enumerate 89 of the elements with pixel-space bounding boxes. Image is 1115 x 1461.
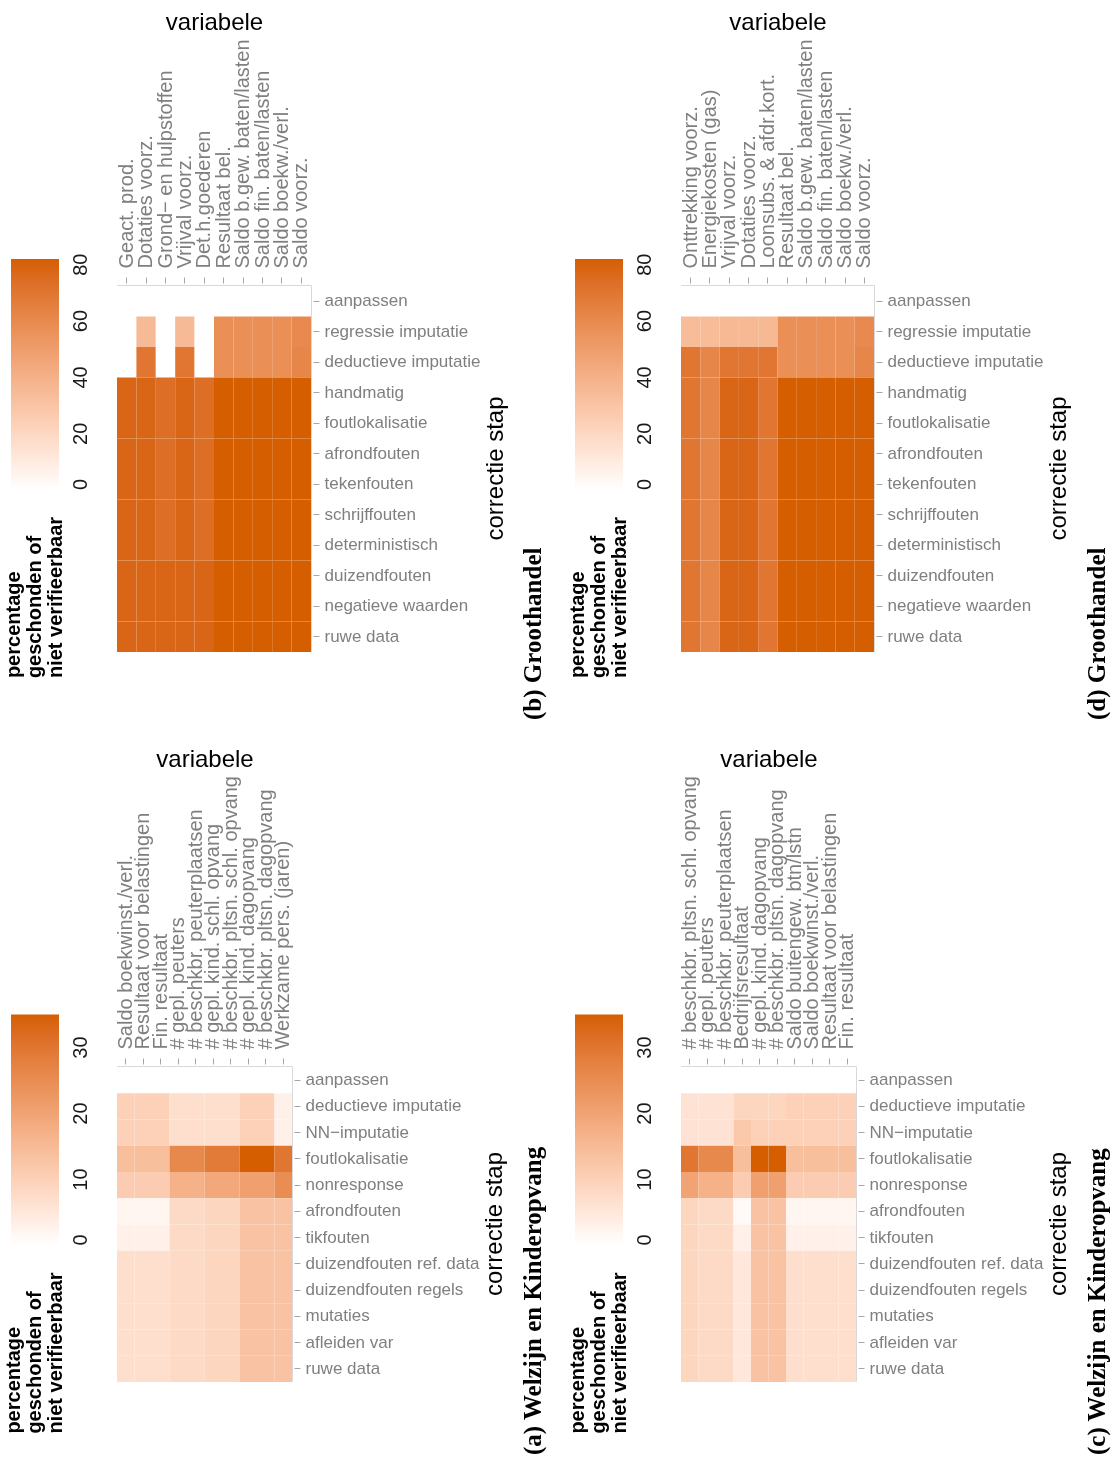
- color-bar-label: 0: [633, 478, 655, 491]
- y-axis-title: correctie stap: [1044, 1151, 1072, 1297]
- color-bar-label: 20: [69, 1102, 91, 1125]
- y-tick-label: deductieve imputatie: [305, 1096, 462, 1116]
- y-tick-label: ruwe data: [869, 1358, 945, 1378]
- y-tick-label: mutaties: [869, 1306, 934, 1326]
- y-tick-label: afrondfouten: [869, 1201, 965, 1221]
- y-tick-label: ruwe data: [324, 626, 400, 646]
- color-bar-label: 80: [633, 253, 655, 276]
- color-bar-label: 60: [633, 309, 655, 333]
- y-tick-label: afleiden var: [869, 1332, 958, 1352]
- y-tick-label: duizendfouten: [324, 565, 432, 585]
- y-tick-label: tekenfouten: [887, 474, 977, 494]
- y-tick-label: foutlokalisatie: [305, 1148, 409, 1168]
- y-tick-label: foutlokalisatie: [324, 413, 428, 433]
- x-tick-label: Onttrekking voorz.: [678, 106, 701, 269]
- color-bar-label: 30: [633, 1036, 655, 1059]
- x-tick-label: Saldo boekw./verl.: [269, 106, 292, 269]
- y-tick-label: handmatig: [324, 382, 404, 402]
- color-bar-label: 80: [69, 253, 91, 276]
- color-bar-label: 20: [69, 422, 91, 445]
- color-bar-title: percentage geschonden of niet verifieerbaar: [566, 1272, 630, 1434]
- color-bar-label: 40: [69, 366, 91, 389]
- x-axis-title: variabele: [720, 745, 818, 772]
- y-tick-label: afleiden var: [305, 1332, 394, 1352]
- y-tick-label: duizendfouten ref. data: [869, 1253, 1044, 1273]
- x-axis-title: variabele: [729, 8, 827, 36]
- y-tick-label: regressie imputatie: [324, 321, 469, 341]
- y-tick-label: schrijffouten: [887, 504, 979, 524]
- y-tick-label: tekenfouten: [324, 474, 414, 494]
- color-bar-label: 0: [69, 1234, 91, 1246]
- color-bar-label: 10: [69, 1168, 91, 1191]
- y-tick-label: deductieve imputatie: [324, 352, 481, 372]
- y-tick-label: handmatig: [887, 382, 967, 402]
- y-tick-label: aanpassen: [869, 1070, 953, 1090]
- text: (a) Welzijn en Kinderopvang: [518, 1146, 547, 1455]
- y-tick-label: tikfouten: [305, 1227, 370, 1247]
- y-tick-label: deterministisch: [324, 535, 438, 555]
- y-tick-label: afrondfouten: [305, 1201, 401, 1221]
- y-axis-title: correctie stap: [1044, 396, 1072, 541]
- y-tick-label: ruwe data: [887, 626, 963, 646]
- y-axis-title: correctie stap: [480, 1151, 508, 1297]
- x-tick-label: Saldo b.gew. baten/lasten: [231, 39, 254, 269]
- y-tick-label: nonresponse: [305, 1175, 404, 1195]
- x-axis-title: variabele: [156, 745, 254, 772]
- x-tick-label: Geact. prod.: [114, 158, 137, 269]
- color-bar-label: 20: [633, 422, 655, 445]
- y-tick-label: nonresponse: [869, 1175, 968, 1195]
- color-bar-title: percentage geschonden of niet verifieerbaar: [2, 516, 66, 679]
- y-tick-label: negatieve waarden: [887, 596, 1032, 616]
- y-tick-label: deductieve imputatie: [869, 1096, 1026, 1116]
- y-tick-label: ruwe data: [305, 1358, 381, 1378]
- color-bar-label: 40: [633, 366, 655, 389]
- color-bar-label: 0: [633, 1234, 655, 1246]
- y-tick-label: schrijffouten: [324, 504, 416, 524]
- y-tick-label: foutlokalisatie: [869, 1148, 973, 1168]
- y-tick-label: tikfouten: [869, 1227, 934, 1247]
- text: (c) Welzijn en Kinderopvang: [1082, 1148, 1111, 1455]
- y-tick-label: aanpassen: [324, 291, 408, 311]
- y-tick-label: aanpassen: [305, 1070, 389, 1090]
- text: (d) Groothandel: [1082, 547, 1111, 720]
- color-bar-title: percentage geschonden of niet verifieerbaar: [2, 1272, 66, 1434]
- color-bar-label: 30: [69, 1036, 91, 1059]
- y-tick-label: NN−imputatie: [305, 1122, 409, 1142]
- y-tick-label: aanpassen: [887, 291, 971, 311]
- y-tick-label: duizendfouten ref. data: [305, 1253, 480, 1273]
- y-tick-label: regressie imputatie: [887, 321, 1032, 341]
- y-tick-label: duizendfouten: [887, 565, 995, 585]
- y-tick-label: negatieve waarden: [324, 596, 469, 616]
- text: (b) Groothandel: [518, 547, 547, 720]
- x-axis-title: variabele: [165, 8, 264, 36]
- x-tick-label: Loonsubs. & afdr.kort.: [755, 73, 778, 269]
- color-bar-label: 0: [69, 478, 91, 491]
- color-bar-title: percentage geschonden of niet verifieerbaar: [566, 516, 630, 679]
- y-tick-label: afrondfouten: [887, 443, 983, 463]
- y-axis-title: correctie stap: [481, 396, 509, 541]
- color-bar-label: 20: [633, 1102, 655, 1125]
- y-tick-label: mutaties: [305, 1306, 370, 1326]
- x-tick-label: Saldo voorz.: [289, 157, 312, 269]
- y-tick-label: afrondfouten: [324, 443, 420, 463]
- y-tick-label: deterministisch: [887, 535, 1001, 555]
- y-tick-label: duizendfouten regels: [305, 1280, 464, 1300]
- color-bar-label: 10: [633, 1168, 655, 1191]
- y-tick-label: foutlokalisatie: [887, 413, 991, 433]
- y-tick-label: duizendfouten regels: [869, 1280, 1028, 1300]
- x-tick-label: Fin. resultaat: [835, 933, 858, 1050]
- y-tick-label: NN−imputatie: [869, 1122, 973, 1142]
- y-tick-label: deductieve imputatie: [887, 352, 1044, 372]
- color-bar-label: 60: [69, 309, 91, 333]
